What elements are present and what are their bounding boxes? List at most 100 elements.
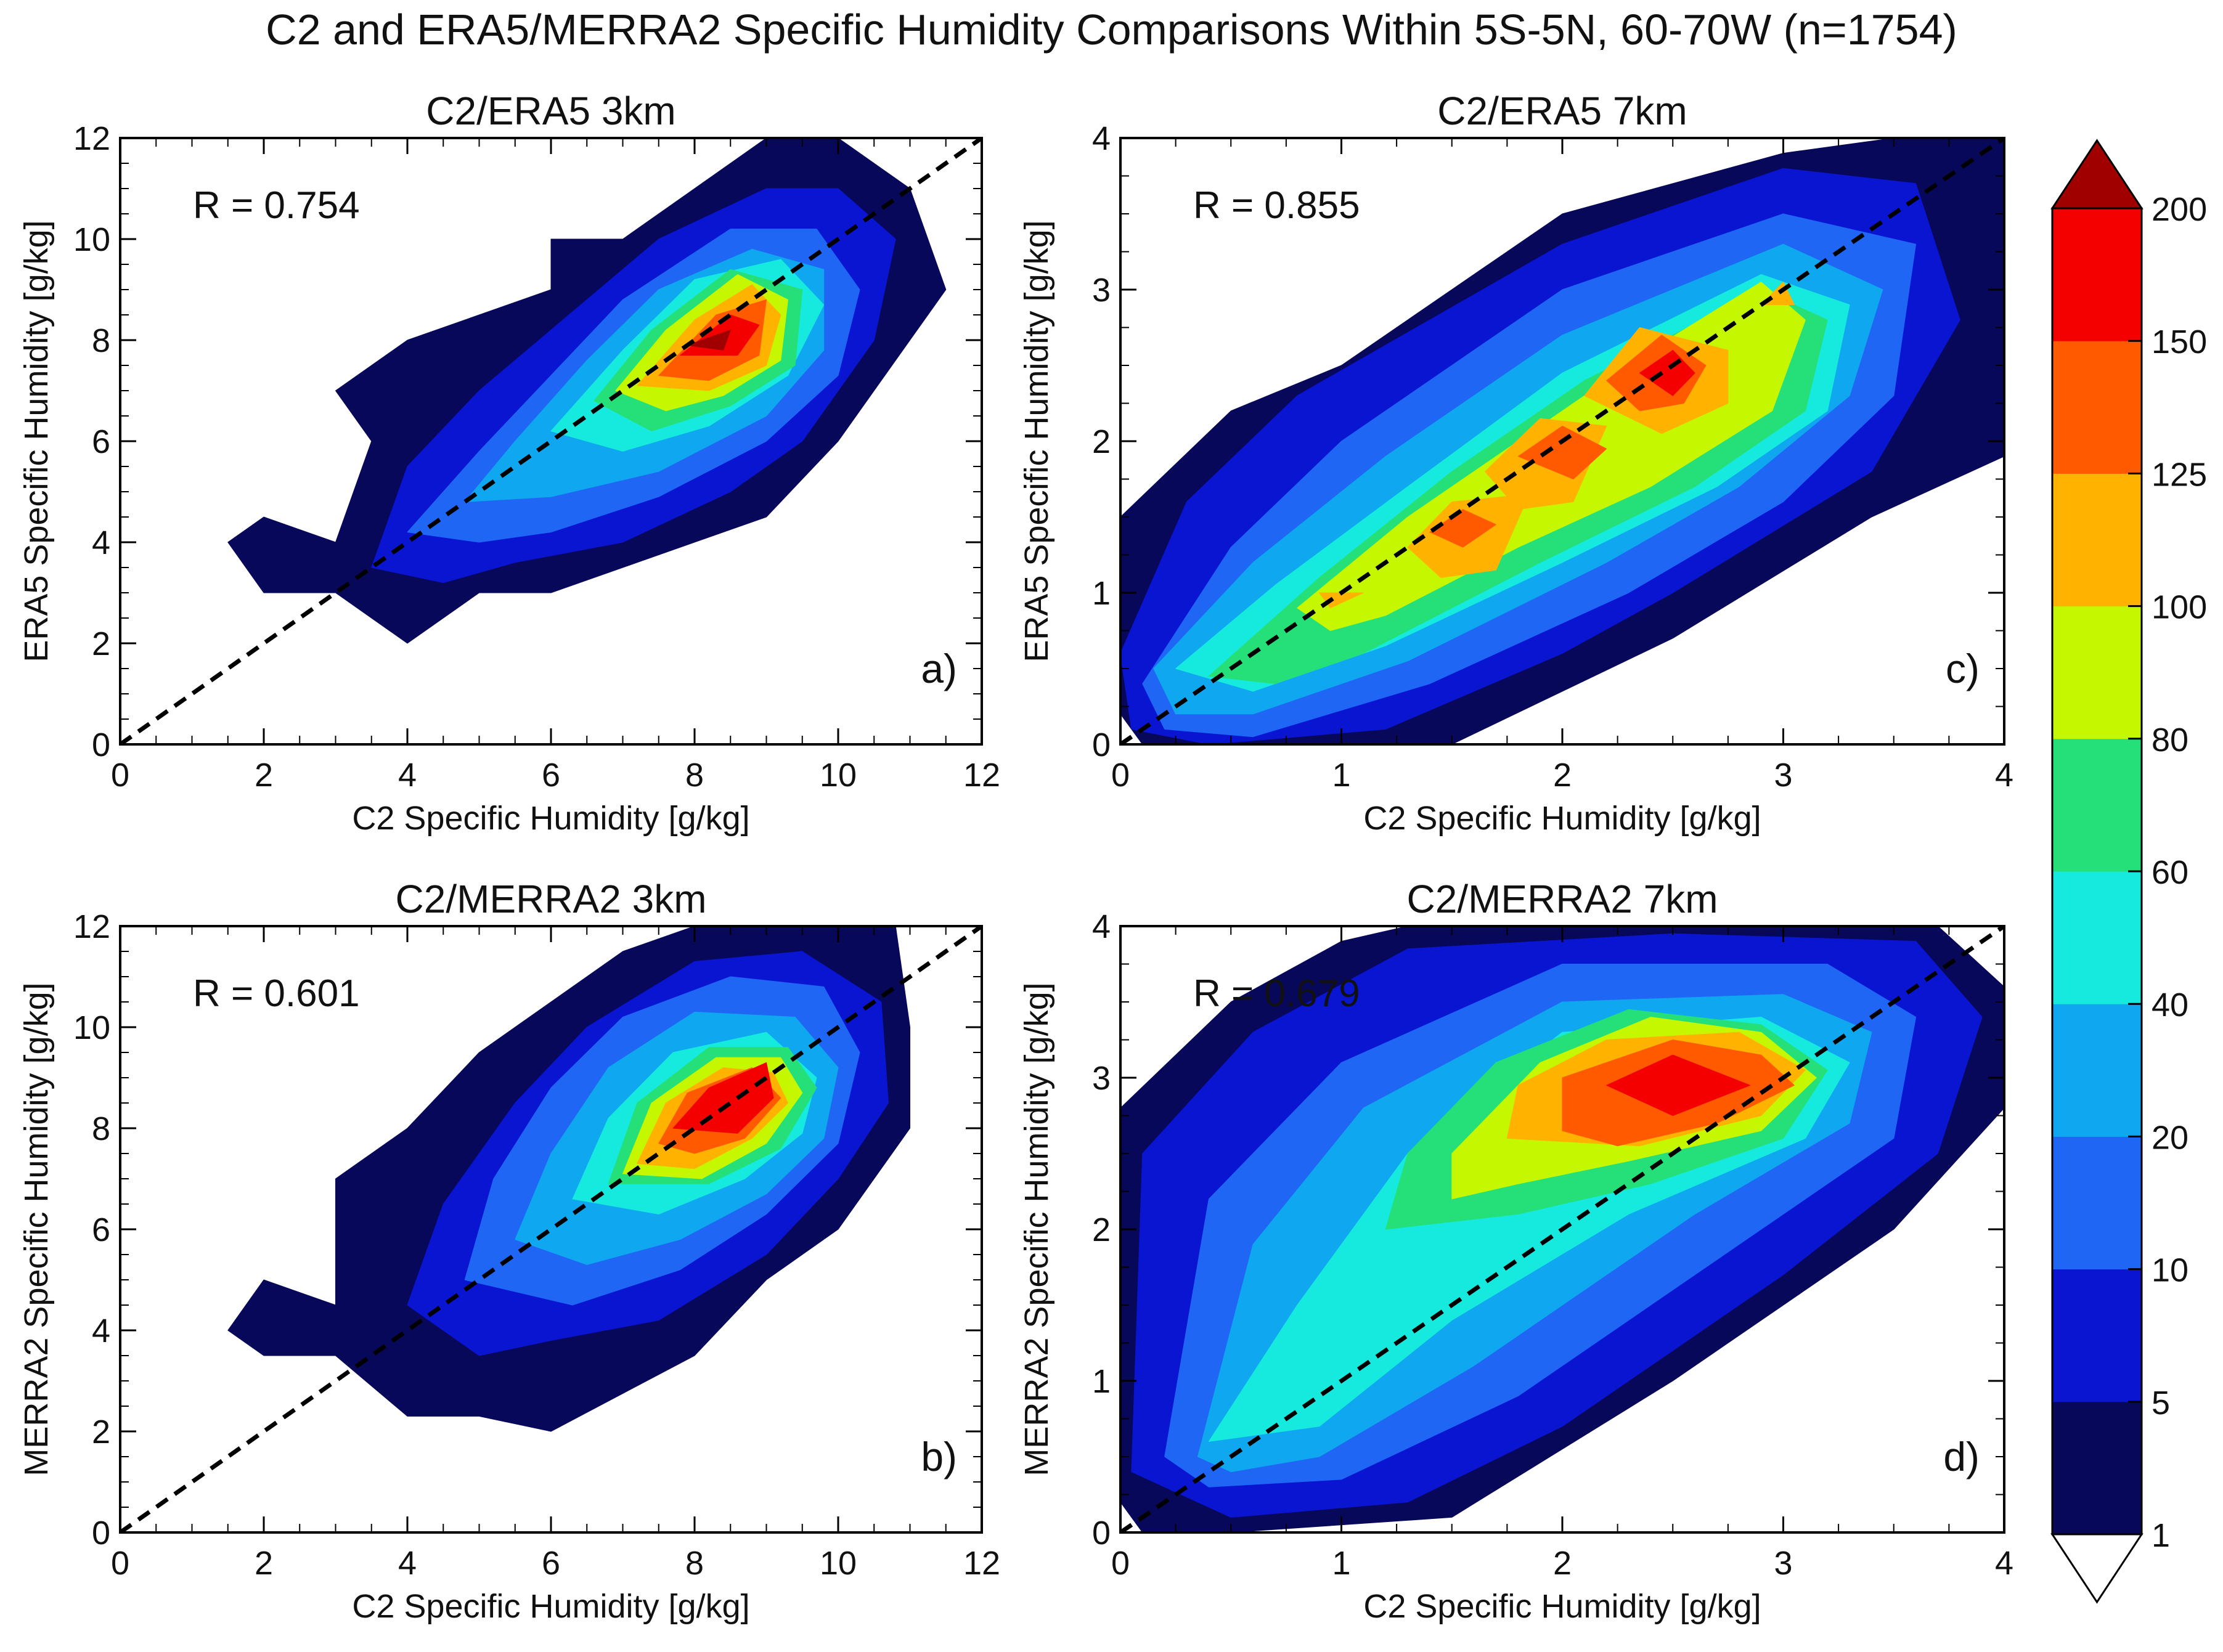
panel-title: C2/MERRA2 3km xyxy=(396,877,707,921)
x-tick-label: 6 xyxy=(542,1545,560,1582)
y-tick-label: 2 xyxy=(92,625,110,662)
colorbar-tick-label: 80 xyxy=(2152,722,2188,759)
x-tick-label: 12 xyxy=(963,757,1000,794)
x-tick-label: 2 xyxy=(255,1545,273,1582)
x-axis-label: C2 Specific Humidity [g/kg] xyxy=(352,1588,749,1625)
colorbar-segment xyxy=(2052,208,2142,341)
colorbar-tick-label: 200 xyxy=(2152,191,2207,228)
colorbar-tick-label: 125 xyxy=(2152,456,2207,493)
panel-c: 0 1 2 3 4 0 1 2 3 4 C2/ERA5 7km C2 Specific Humidit… xyxy=(1018,89,2013,837)
x-tick-label: 1 xyxy=(1332,757,1350,794)
colorbar-over-triangle xyxy=(2050,139,2143,210)
r-value-label: R = 0.679 xyxy=(1193,972,1360,1015)
y-tick-label: 4 xyxy=(1092,908,1111,945)
colorbar-under-triangle xyxy=(2050,1533,2143,1604)
x-tick-label: 4 xyxy=(398,757,417,794)
colorbar-segment xyxy=(2052,1004,2142,1137)
colorbar-tick-label: 60 xyxy=(2152,854,2188,891)
y-tick-label: 3 xyxy=(1092,272,1111,309)
y-tick-label: 0 xyxy=(92,726,110,763)
x-axis-label: C2 Specific Humidity [g/kg] xyxy=(352,800,749,837)
y-tick-label: 1 xyxy=(1092,1363,1111,1400)
contour-level-150 xyxy=(1606,1054,1751,1116)
panel-label: d) xyxy=(1943,1434,1980,1479)
colorbar-tick-label: 1 xyxy=(2152,1517,2170,1554)
density-contours xyxy=(120,926,982,1532)
panel-label: c) xyxy=(1946,646,1980,691)
density-contours xyxy=(120,138,982,744)
colorbar-tick-label: 10 xyxy=(2152,1252,2188,1289)
contour-level-200 xyxy=(687,330,731,351)
panel-title: C2/MERRA2 7km xyxy=(1407,877,1718,921)
y-tick-label: 2 xyxy=(92,1414,110,1451)
panel-label: b) xyxy=(921,1434,957,1479)
contour-level-150 xyxy=(672,1062,774,1134)
y-tick-label: 8 xyxy=(92,322,110,359)
colorbar-segment xyxy=(2052,1269,2142,1402)
x-tick-label: 3 xyxy=(1774,757,1792,794)
panel-b: 0 2 4 6 8 10 12 0 2 4 6 8 10 12 C2/MERRA2 3km C2 Specif… xyxy=(18,877,1000,1625)
y-tick-label: 0 xyxy=(1092,726,1111,763)
colorbar-segment xyxy=(2052,738,2142,872)
one-to-one-line xyxy=(1120,138,2004,744)
y-axis-label: ERA5 Specific Humidity [g/kg] xyxy=(1018,220,1055,662)
x-tick-label: 1 xyxy=(1332,1545,1350,1582)
y-tick-label: 0 xyxy=(92,1515,110,1552)
x-tick-label: 2 xyxy=(255,757,273,794)
x-tick-label: 2 xyxy=(1553,757,1572,794)
panel-title: C2/ERA5 3km xyxy=(426,89,675,133)
colorbar-segment xyxy=(2052,606,2142,739)
colorbar-tick-label: 20 xyxy=(2152,1119,2188,1156)
contour-level-125 xyxy=(1517,425,1607,479)
panel-d: 0 1 2 3 4 0 1 2 3 4 C2/MERRA2 7km C2 Specific Humid… xyxy=(1018,877,2013,1625)
colorbar: 1 5 10 20 40 60 80 100 125 150 200 xyxy=(2050,139,2207,1604)
one-to-one-line xyxy=(120,926,982,1532)
colorbar-segment xyxy=(2052,1401,2142,1535)
x-tick-label: 8 xyxy=(685,757,704,794)
colorbar-segment xyxy=(2052,341,2142,474)
panel-a: 0 2 4 6 8 10 12 0 2 4 6 8 10 12 C2/ERA5 3km C2 Specific… xyxy=(18,89,1000,837)
colorbar-tick-label: 40 xyxy=(2152,987,2188,1023)
one-to-one-line xyxy=(120,138,982,744)
y-tick-label: 2 xyxy=(1092,1211,1111,1248)
panel-title: C2/ERA5 7km xyxy=(1437,89,1687,133)
colorbar-segment xyxy=(2052,473,2142,607)
colorbar-tick-label: 150 xyxy=(2152,323,2207,360)
y-tick-label: 2 xyxy=(1092,423,1111,460)
x-tick-label: 4 xyxy=(1995,1545,2013,1582)
x-tick-label: 0 xyxy=(1111,1545,1130,1582)
y-tick-label: 12 xyxy=(73,908,110,945)
y-tick-label: 8 xyxy=(92,1110,110,1147)
colorbar-segment xyxy=(2052,871,2142,1004)
y-axis-label: MERRA2 Specific Humidity [g/kg] xyxy=(18,982,55,1476)
x-tick-label: 2 xyxy=(1553,1545,1572,1582)
r-value-label: R = 0.754 xyxy=(193,184,360,227)
x-tick-label: 4 xyxy=(1995,757,2013,794)
r-value-label: R = 0.601 xyxy=(193,972,360,1015)
y-axis-label: ERA5 Specific Humidity [g/kg] xyxy=(18,220,55,662)
x-tick-label: 4 xyxy=(398,1545,417,1582)
y-tick-label: 4 xyxy=(1092,120,1111,157)
y-tick-label: 3 xyxy=(1092,1060,1111,1097)
x-tick-label: 10 xyxy=(820,757,857,794)
one-to-one-line xyxy=(1120,926,2004,1532)
x-tick-label: 8 xyxy=(685,1545,704,1582)
r-value-label: R = 0.855 xyxy=(1193,184,1360,227)
colorbar-tick-label: 100 xyxy=(2152,589,2207,626)
y-tick-label: 6 xyxy=(92,423,110,460)
x-tick-label: 3 xyxy=(1774,1545,1792,1582)
colorbar-segment xyxy=(2052,1136,2142,1270)
panel-label: a) xyxy=(921,646,957,691)
y-axis-label: MERRA2 Specific Humidity [g/kg] xyxy=(1018,982,1055,1476)
y-tick-label: 1 xyxy=(1092,575,1111,612)
y-tick-label: 6 xyxy=(92,1211,110,1248)
x-tick-label: 0 xyxy=(111,1545,129,1582)
x-axis-label: C2 Specific Humidity [g/kg] xyxy=(1363,1588,1761,1625)
x-axis-label: C2 Specific Humidity [g/kg] xyxy=(1363,800,1761,837)
x-tick-label: 12 xyxy=(963,1545,1000,1582)
y-tick-label: 10 xyxy=(73,221,110,258)
x-tick-label: 10 xyxy=(820,1545,857,1582)
density-contours xyxy=(1120,138,2004,744)
